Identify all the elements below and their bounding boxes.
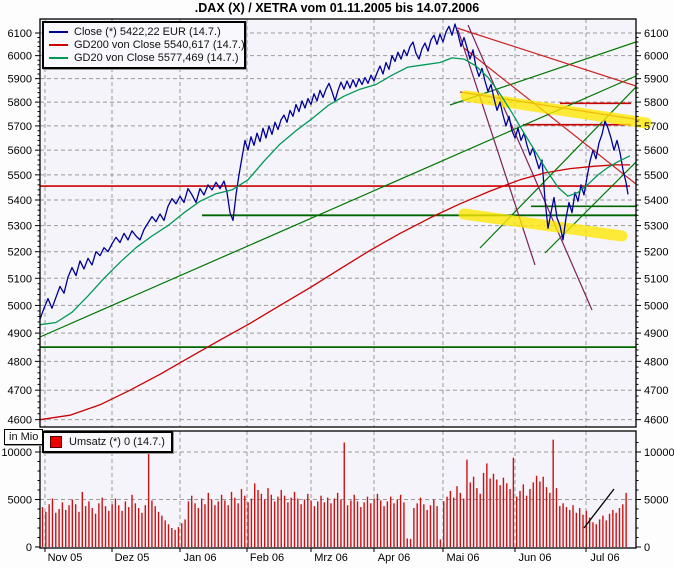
x-axis-labels: Nov 05 Dez 05 Jan 06 Feb 06 Mrz 06 Apr 06 Mai … (48, 552, 620, 564)
y-axis-label-right: 5400 (644, 195, 668, 207)
y-axis-label-right: 4600 (644, 415, 668, 427)
month-label: Feb 06 (250, 552, 284, 564)
gd200-line-swatch (49, 43, 68, 46)
month-label: Jun 06 (518, 552, 551, 564)
y-axis-label-right: 5800 (644, 97, 668, 109)
y-axis-label-right: 4800 (644, 356, 668, 368)
y-axis-label-right: 5000 (644, 300, 668, 312)
y-axis-label-left: 5800 (8, 97, 32, 109)
y-axis-label-right: 4700 (644, 385, 668, 397)
month-label: Mai 06 (446, 552, 479, 564)
horizontal-level-lines (40, 102, 637, 349)
volume-axis-label-left: 0 (26, 542, 32, 554)
gd20-line (39, 57, 631, 326)
y-axis-label-right: 5100 (644, 273, 668, 285)
volume-axis-label-right: 5000 (644, 495, 668, 507)
price-legend: Close (*) 5422,22 EUR (14.7.) GD200 von … (42, 21, 246, 69)
y-axis-label-left: 4900 (8, 328, 32, 340)
volume-axis-label-left: 10000 (1, 447, 32, 459)
y-axis-label-left: 4800 (8, 356, 32, 368)
y-axis-label-right: 6100 (644, 28, 668, 40)
y-axis-label-left: 4700 (8, 385, 32, 397)
month-label: Apr 06 (378, 552, 410, 564)
y-axis-label-left: 4600 (8, 415, 32, 427)
y-axis-label-left: 5400 (8, 195, 32, 207)
gridlines (40, 19, 636, 548)
legend-gd20-label: GD20 von Close 5577,469 (14.7.) (74, 51, 239, 64)
month-label: Nov 05 (48, 552, 83, 564)
y-axis-label-right: 5900 (644, 74, 668, 86)
month-label: Mrz 06 (314, 552, 348, 564)
legend-close-label: Close (*) 5422,22 EUR (14.7.) (74, 25, 221, 38)
legend-row-gd20: GD20 von Close 5577,469 (14.7.) (49, 51, 239, 64)
legend-row-gd200: GD200 von Close 5540,617 (14.7.) (49, 38, 245, 51)
y-axis-label-left: 5200 (8, 247, 32, 259)
legend-row-close: Close (*) 5422,22 EUR (14.7.) (49, 25, 239, 38)
volume-legend: Umsatz (*) 0 (14.7.) (42, 431, 173, 453)
gd200-line (39, 164, 630, 421)
y-axis-label-right: 5500 (644, 170, 668, 182)
y-axis-label-left: 5600 (8, 145, 32, 157)
legend-gd200-label: GD200 von Close 5540,617 (14.7.) (74, 38, 245, 51)
volume-axis-label-right: 0 (644, 542, 650, 554)
month-label: Jan 06 (183, 552, 216, 564)
plot-backgrounds (40, 19, 636, 548)
y-axis-label-right: 5600 (644, 145, 668, 157)
gd20-line-swatch (49, 56, 68, 59)
y-axis-label-left: 6100 (8, 28, 32, 40)
y-axis-labels: 4600 4600 4700 4700 4800 4800 4900 4900 5000 5000… (1, 28, 674, 554)
month-label: Jul 06 (590, 552, 619, 564)
y-axis-label-left: 5700 (8, 121, 32, 133)
y-axis-label-left: 5000 (8, 300, 32, 312)
y-axis-label-right: 4900 (644, 328, 668, 340)
close-line-swatch (49, 30, 68, 33)
y-axis-label-left: 5900 (8, 74, 32, 86)
y-axis-label-right: 5200 (644, 247, 668, 259)
month-label: Dez 05 (115, 552, 150, 564)
y-axis-label-right: 5700 (644, 121, 668, 133)
volume-black-trendline (583, 488, 615, 529)
y-axis-label-right: 5300 (644, 221, 668, 233)
volume-swatch-icon (50, 436, 62, 448)
close-line (39, 23, 629, 320)
y-axis-label-left: 5500 (8, 170, 32, 182)
volume-axis-label-left: 5000 (8, 495, 32, 507)
yellow-highlight-strokes (458, 90, 652, 242)
y-axis-label-left: 5300 (8, 221, 32, 233)
volume-axis-label-right: 10000 (644, 447, 674, 459)
axis-ticks (35, 32, 641, 552)
chart-title: .DAX (X) / XETRA vom 01.11.2005 bis 14.0… (194, 1, 480, 15)
volume-legend-label: Umsatz (*) 0 (14.7.) (69, 436, 165, 448)
y-axis-label-left: 6000 (8, 51, 32, 63)
y-axis-label-right: 6000 (644, 51, 668, 63)
volume-bars (41, 437, 627, 547)
volume-unit-box: in Mio (4, 429, 44, 445)
y-axis-label-left: 5100 (8, 273, 32, 285)
